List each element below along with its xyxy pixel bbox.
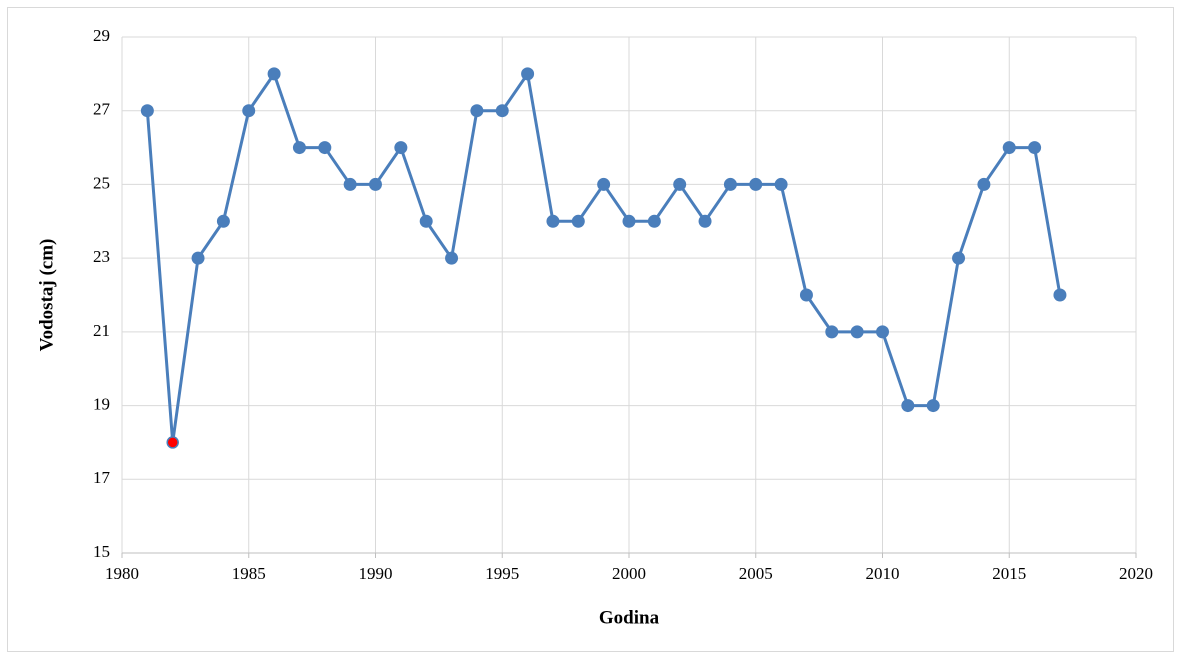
point	[521, 67, 535, 81]
x-tick-label: 1990	[359, 564, 393, 583]
x-axis-title: Godina	[599, 607, 660, 628]
y-tick-label: 21	[93, 321, 110, 340]
point	[470, 104, 484, 118]
point	[292, 141, 306, 155]
point	[647, 214, 661, 228]
y-tick-label: 29	[93, 26, 110, 45]
point	[191, 251, 205, 265]
y-tick-label: 15	[93, 542, 110, 561]
y-tick-label: 17	[93, 468, 111, 487]
point	[876, 325, 889, 339]
point	[597, 177, 611, 191]
point	[799, 288, 813, 302]
point	[952, 251, 966, 265]
point	[419, 214, 433, 228]
point	[1053, 288, 1067, 302]
point	[318, 141, 332, 155]
y-tick-label: 19	[93, 394, 110, 413]
point	[723, 177, 737, 191]
point	[1002, 141, 1016, 155]
point	[242, 104, 256, 118]
x-tick-label: 1985	[232, 564, 266, 583]
x-tick-label: 1995	[485, 564, 519, 583]
point	[825, 325, 839, 339]
point	[546, 214, 560, 228]
point	[673, 177, 687, 191]
point	[571, 214, 585, 228]
chart-border	[7, 7, 1174, 652]
point	[495, 104, 509, 118]
point	[343, 177, 357, 191]
point	[394, 141, 408, 155]
point	[369, 177, 382, 191]
point	[749, 177, 763, 191]
point	[622, 214, 636, 228]
point	[977, 177, 991, 191]
point	[901, 399, 915, 413]
x-tick-label: 2005	[739, 564, 773, 583]
y-tick-label: 23	[93, 247, 110, 266]
point	[166, 436, 179, 449]
x-tick-label: 2000	[612, 564, 646, 583]
point	[698, 214, 712, 228]
point	[850, 325, 864, 339]
y-tick-label: 27	[93, 100, 111, 119]
point	[267, 67, 281, 81]
x-tick-label: 2010	[866, 564, 900, 583]
y-axis-title: Vodostaj (cm)	[36, 239, 57, 352]
point	[445, 251, 459, 265]
x-tick-label: 1980	[105, 564, 139, 583]
point	[216, 214, 230, 228]
x-tick-label: 2020	[1119, 564, 1153, 583]
y-tick-label: 25	[93, 173, 110, 192]
point	[1028, 141, 1042, 155]
point	[140, 104, 154, 118]
point	[926, 399, 940, 413]
x-tick-label: 2015	[992, 564, 1026, 583]
point	[774, 177, 788, 191]
